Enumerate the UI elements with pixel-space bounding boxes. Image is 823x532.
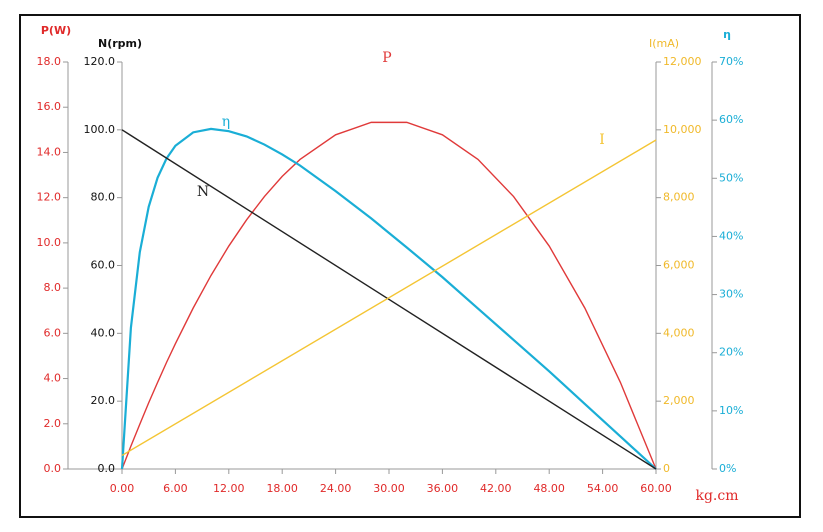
series-label: I xyxy=(599,132,605,148)
y-tick-label: 18.0 xyxy=(37,55,62,68)
y-tick-label: 0.0 xyxy=(98,462,116,475)
y-tick-label: 40.0 xyxy=(91,326,116,339)
x-tick-label: 30.00 xyxy=(373,482,405,495)
y-tick-label: 40% xyxy=(719,229,743,242)
i-axis-title: I(mA) xyxy=(649,37,679,50)
y-tick-label: 120.0 xyxy=(84,55,116,68)
x-tick-label: 12.00 xyxy=(213,482,245,495)
series-label: η xyxy=(222,114,230,130)
y-tick-label: 8.0 xyxy=(44,281,62,294)
y-tick-label: 80.0 xyxy=(91,191,116,204)
series-line xyxy=(121,121,657,470)
y-tick-label: 20.0 xyxy=(91,394,116,407)
x-tick-label: 6.00 xyxy=(163,482,188,495)
x-tick-label: 54.00 xyxy=(587,482,619,495)
y-tick-label: 60.0 xyxy=(91,259,116,272)
y-tick-label: 10.0 xyxy=(37,236,62,249)
y-tick-label: 50% xyxy=(719,171,743,184)
x-tick-label: 24.00 xyxy=(320,482,352,495)
y-tick-label: 60% xyxy=(719,113,743,126)
y-tick-label: 0% xyxy=(719,462,736,475)
series-line xyxy=(121,139,657,457)
y-tick-label: 6.0 xyxy=(44,326,62,339)
y-tick-label: 20% xyxy=(719,346,743,359)
chart-frame xyxy=(19,14,801,518)
y-tick-label: 10,000 xyxy=(663,123,702,136)
series-line xyxy=(121,129,657,470)
p-axis-title: P(W) xyxy=(41,24,71,37)
y-tick-label: 4.0 xyxy=(44,372,62,385)
y-tick-label: 4,000 xyxy=(663,326,695,339)
y-tick-label: 14.0 xyxy=(37,145,62,158)
y-tick-label: 0.0 xyxy=(44,462,62,475)
series-label: N xyxy=(197,184,209,200)
y-tick-label: 12,000 xyxy=(663,55,702,68)
n-axis-title: N(rpm) xyxy=(98,37,142,50)
series-line xyxy=(120,127,657,470)
x-axis-title: kg.cm xyxy=(695,488,738,504)
x-tick-label: 0.00 xyxy=(110,482,135,495)
x-tick-label: 18.00 xyxy=(266,482,298,495)
x-tick-label: 36.00 xyxy=(427,482,459,495)
y-tick-label: 70% xyxy=(719,55,743,68)
y-tick-label: 12.0 xyxy=(37,191,62,204)
eta-axis-title: η xyxy=(723,28,731,41)
y-tick-label: 30% xyxy=(719,288,743,301)
y-tick-label: 10% xyxy=(719,404,743,417)
y-tick-label: 2.0 xyxy=(44,417,62,430)
y-tick-label: 16.0 xyxy=(37,100,62,113)
x-tick-label: 60.00 xyxy=(640,482,672,495)
y-tick-label: 0 xyxy=(663,462,670,475)
y-tick-label: 8,000 xyxy=(663,191,695,204)
x-tick-label: 48.00 xyxy=(533,482,565,495)
y-tick-label: 6,000 xyxy=(663,259,695,272)
x-tick-label: 42.00 xyxy=(480,482,512,495)
y-tick-label: 100.0 xyxy=(84,123,116,136)
series-label: P xyxy=(382,50,391,66)
y-tick-label: 2,000 xyxy=(663,394,695,407)
